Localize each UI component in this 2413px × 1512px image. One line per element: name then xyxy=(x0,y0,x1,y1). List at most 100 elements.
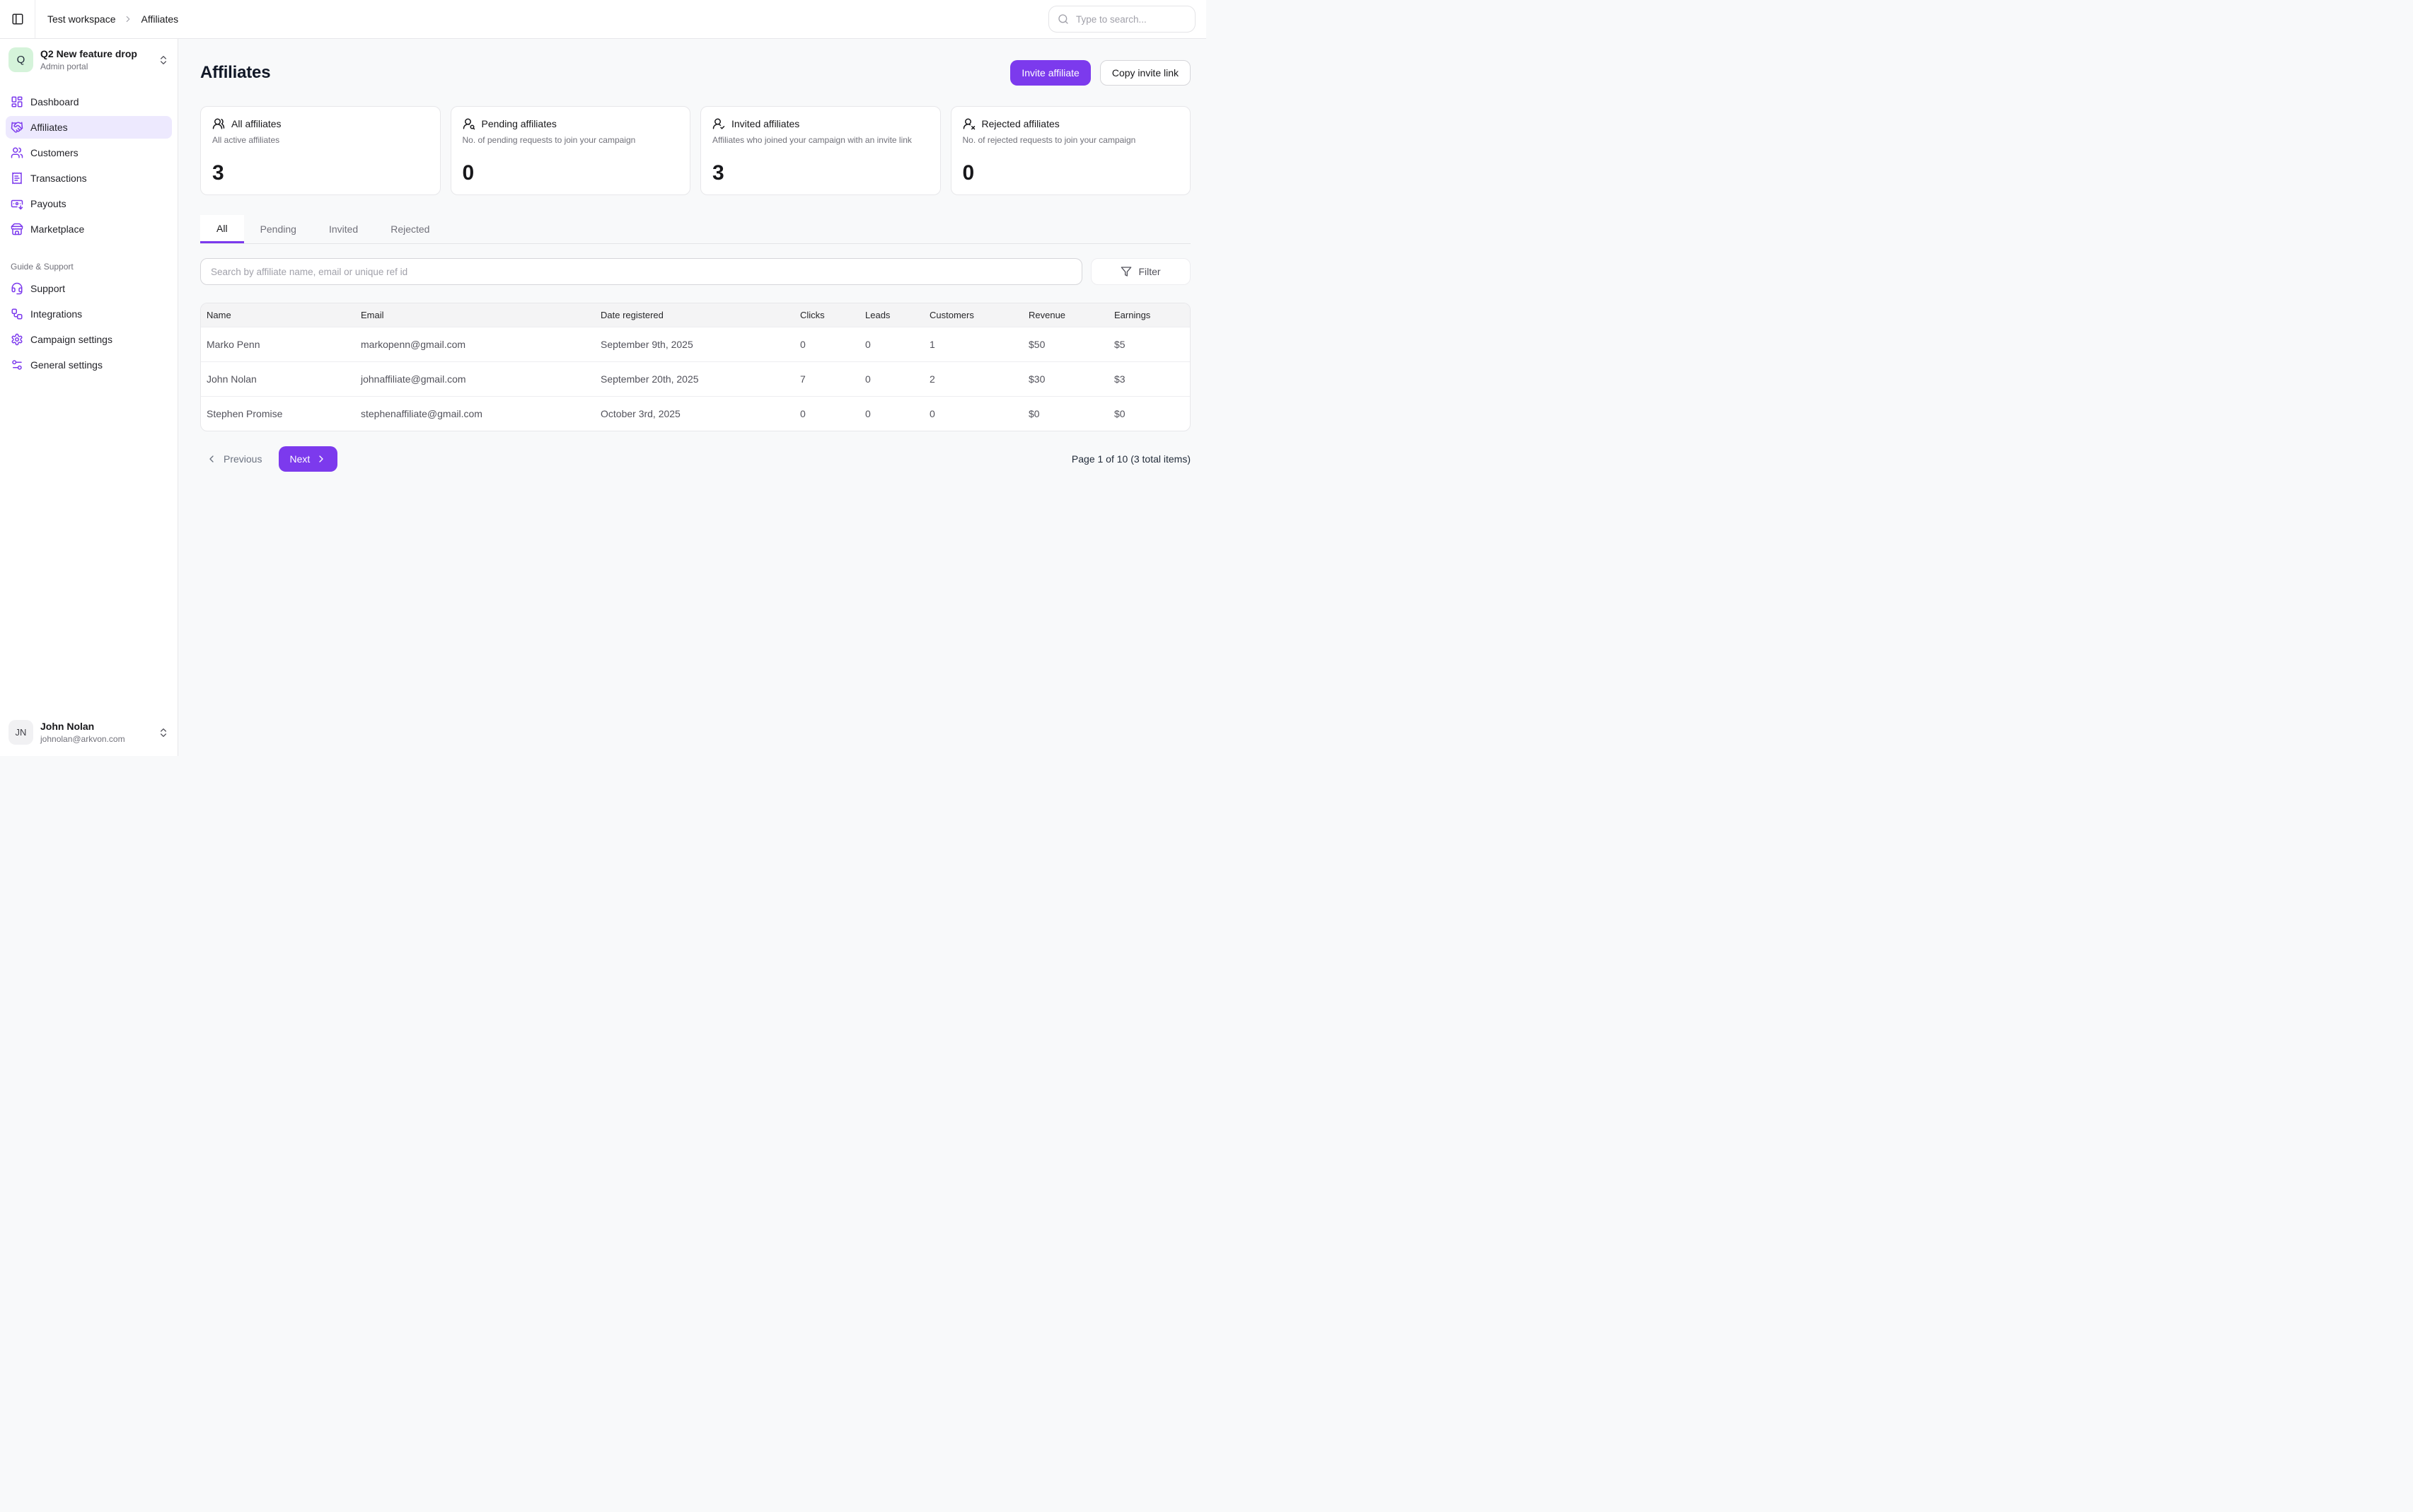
affiliate-search-input[interactable] xyxy=(200,258,1082,285)
breadcrumb-page: Affiliates xyxy=(141,13,179,25)
sidebar-item-label: Payouts xyxy=(30,198,66,209)
tab-pending[interactable]: Pending xyxy=(260,223,296,235)
chevron-left-icon xyxy=(209,455,214,463)
affiliates-table: Name Email Date registered Clicks Leads … xyxy=(200,303,1191,431)
stat-value: 3 xyxy=(712,161,724,185)
sidebar-item-marketplace[interactable]: Marketplace xyxy=(6,218,172,240)
cell-revenue: $50 xyxy=(1023,327,1109,362)
stat-value: 3 xyxy=(212,161,224,185)
cell-customers: 2 xyxy=(924,361,1023,397)
user-avatar: JN xyxy=(8,720,33,745)
stat-subtitle: No. of pending requests to join your cam… xyxy=(462,135,636,145)
invite-affiliate-button[interactable]: Invite affiliate xyxy=(1010,60,1091,86)
sidebar-item-transactions[interactable]: Transactions xyxy=(6,167,172,190)
table-row[interactable]: Stephen Promise stephenaffiliate@gmail.c… xyxy=(201,396,1190,431)
tab-all[interactable]: All xyxy=(200,215,244,243)
sidebar-item-label: Dashboard xyxy=(30,96,79,107)
sidebar-item-dashboard[interactable]: Dashboard xyxy=(6,91,172,113)
copy-invite-link-button[interactable]: Copy invite link xyxy=(1099,60,1191,86)
cell-leads: 0 xyxy=(860,327,924,362)
user-info: John Nolan johnolan@arkvon.com xyxy=(40,721,151,745)
column-header-name: Name xyxy=(201,303,355,327)
workflow-icon xyxy=(11,308,23,320)
affiliate-tabs: All Pending Invited Rejected xyxy=(200,215,1191,244)
stats-row: All affiliates All active affiliates 3 P… xyxy=(200,106,1191,195)
column-header-revenue: Revenue xyxy=(1023,303,1109,327)
table-row[interactable]: Marko Penn markopenn@gmail.com September… xyxy=(201,327,1190,362)
sidebar-item-label: Support xyxy=(30,283,66,294)
stat-value: 0 xyxy=(962,161,975,185)
sidebar-nav-secondary: Support Integrations Campaign settings G… xyxy=(6,277,172,376)
cell-date-registered: September 20th, 2025 xyxy=(595,361,794,397)
stat-card-pending-affiliates: Pending affiliates No. of pending reques… xyxy=(450,106,690,195)
layout-dashboard-icon xyxy=(11,95,23,108)
sidebar-item-label: Customers xyxy=(30,147,79,158)
column-header-customers: Customers xyxy=(924,303,1023,327)
sidebar-item-support[interactable]: Support xyxy=(6,277,172,300)
sidebar-item-integrations[interactable]: Integrations xyxy=(6,303,172,325)
global-search[interactable] xyxy=(1048,6,1196,33)
column-header-date-registered: Date registered xyxy=(595,303,794,327)
cell-leads: 0 xyxy=(860,361,924,397)
workspace-avatar: Q xyxy=(8,47,33,72)
user-menu[interactable]: JN John Nolan johnolan@arkvon.com xyxy=(6,720,172,745)
stat-card-rejected-affiliates: Rejected affiliates No. of rejected requ… xyxy=(950,106,1191,195)
sidebar-item-customers[interactable]: Customers xyxy=(6,141,172,164)
sidebar-item-label: Campaign settings xyxy=(30,334,112,345)
sidebar-item-label: Transactions xyxy=(30,173,87,184)
cell-name: Marko Penn xyxy=(201,327,355,362)
next-page-button[interactable]: Next xyxy=(279,446,338,472)
user-email: johnolan@arkvon.com xyxy=(40,734,125,745)
previous-label: Previous xyxy=(224,453,262,465)
sidebar-item-general-settings[interactable]: General settings xyxy=(6,354,172,376)
chevrons-up-down-icon xyxy=(158,54,169,66)
filter-button-label: Filter xyxy=(1138,266,1161,277)
page-title: Affiliates xyxy=(200,63,271,82)
sidebar-item-label: Integrations xyxy=(30,308,83,320)
workspace-name: Q2 New feature drop xyxy=(40,47,137,59)
sidebar-toggle-button[interactable] xyxy=(0,0,35,38)
user-check-icon xyxy=(712,117,725,130)
main-content: Affiliates Invite affiliate Copy invite … xyxy=(178,39,1206,756)
table-row[interactable]: John Nolan johnaffiliate@gmail.com Septe… xyxy=(201,361,1190,397)
workspace-info: Q2 New feature drop Admin portal xyxy=(40,48,151,72)
pagination-info: Page 1 of 10 (3 total items) xyxy=(1071,453,1191,465)
cell-earnings: $3 xyxy=(1109,361,1190,397)
chevron-right-icon xyxy=(123,14,133,24)
users-round-icon xyxy=(212,117,225,130)
stat-card-invited-affiliates: Invited affiliates Affiliates who joined… xyxy=(700,106,941,195)
receipt-icon xyxy=(11,172,23,185)
app-screen: Test workspace Affiliates Q Q2 New featu… xyxy=(0,0,1206,756)
sidebar-section-label: Guide & Support xyxy=(11,262,74,272)
global-search-input[interactable] xyxy=(1075,13,1186,25)
sidebar-item-campaign-settings[interactable]: Campaign settings xyxy=(6,328,172,351)
sidebar-item-affiliates[interactable]: Affiliates xyxy=(6,116,172,139)
previous-page-button[interactable]: Previous xyxy=(200,453,267,465)
stat-title: Rejected affiliates xyxy=(981,118,1060,129)
breadcrumb: Test workspace Affiliates xyxy=(47,13,178,25)
cell-date-registered: September 9th, 2025 xyxy=(595,327,794,362)
workspace-subtitle: Admin portal xyxy=(40,62,88,72)
cell-earnings: $0 xyxy=(1109,396,1190,431)
column-header-leads: Leads xyxy=(860,303,924,327)
column-header-email: Email xyxy=(355,303,595,327)
tab-rejected[interactable]: Rejected xyxy=(390,223,430,235)
breadcrumb-workspace[interactable]: Test workspace xyxy=(47,13,116,25)
search-icon xyxy=(1058,14,1068,24)
workspace-selector[interactable]: Q Q2 New feature drop Admin portal xyxy=(6,46,172,74)
cell-revenue: $0 xyxy=(1023,396,1109,431)
sliders-icon xyxy=(11,359,23,371)
cell-email: markopenn@gmail.com xyxy=(355,327,595,362)
filter-button[interactable]: Filter xyxy=(1091,258,1191,285)
stat-title: All affiliates xyxy=(231,118,282,129)
sidebar-item-payouts[interactable]: Payouts xyxy=(6,192,172,215)
tab-invited[interactable]: Invited xyxy=(328,223,359,235)
next-label: Next xyxy=(289,453,311,465)
user-name: John Nolan xyxy=(40,720,95,732)
column-header-earnings: Earnings xyxy=(1109,303,1190,327)
cell-email: stephenaffiliate@gmail.com xyxy=(355,396,595,431)
handshake-icon xyxy=(11,121,23,134)
cell-leads: 0 xyxy=(860,396,924,431)
user-search-icon xyxy=(463,117,475,130)
banknote-arrow-down-icon xyxy=(11,197,23,210)
